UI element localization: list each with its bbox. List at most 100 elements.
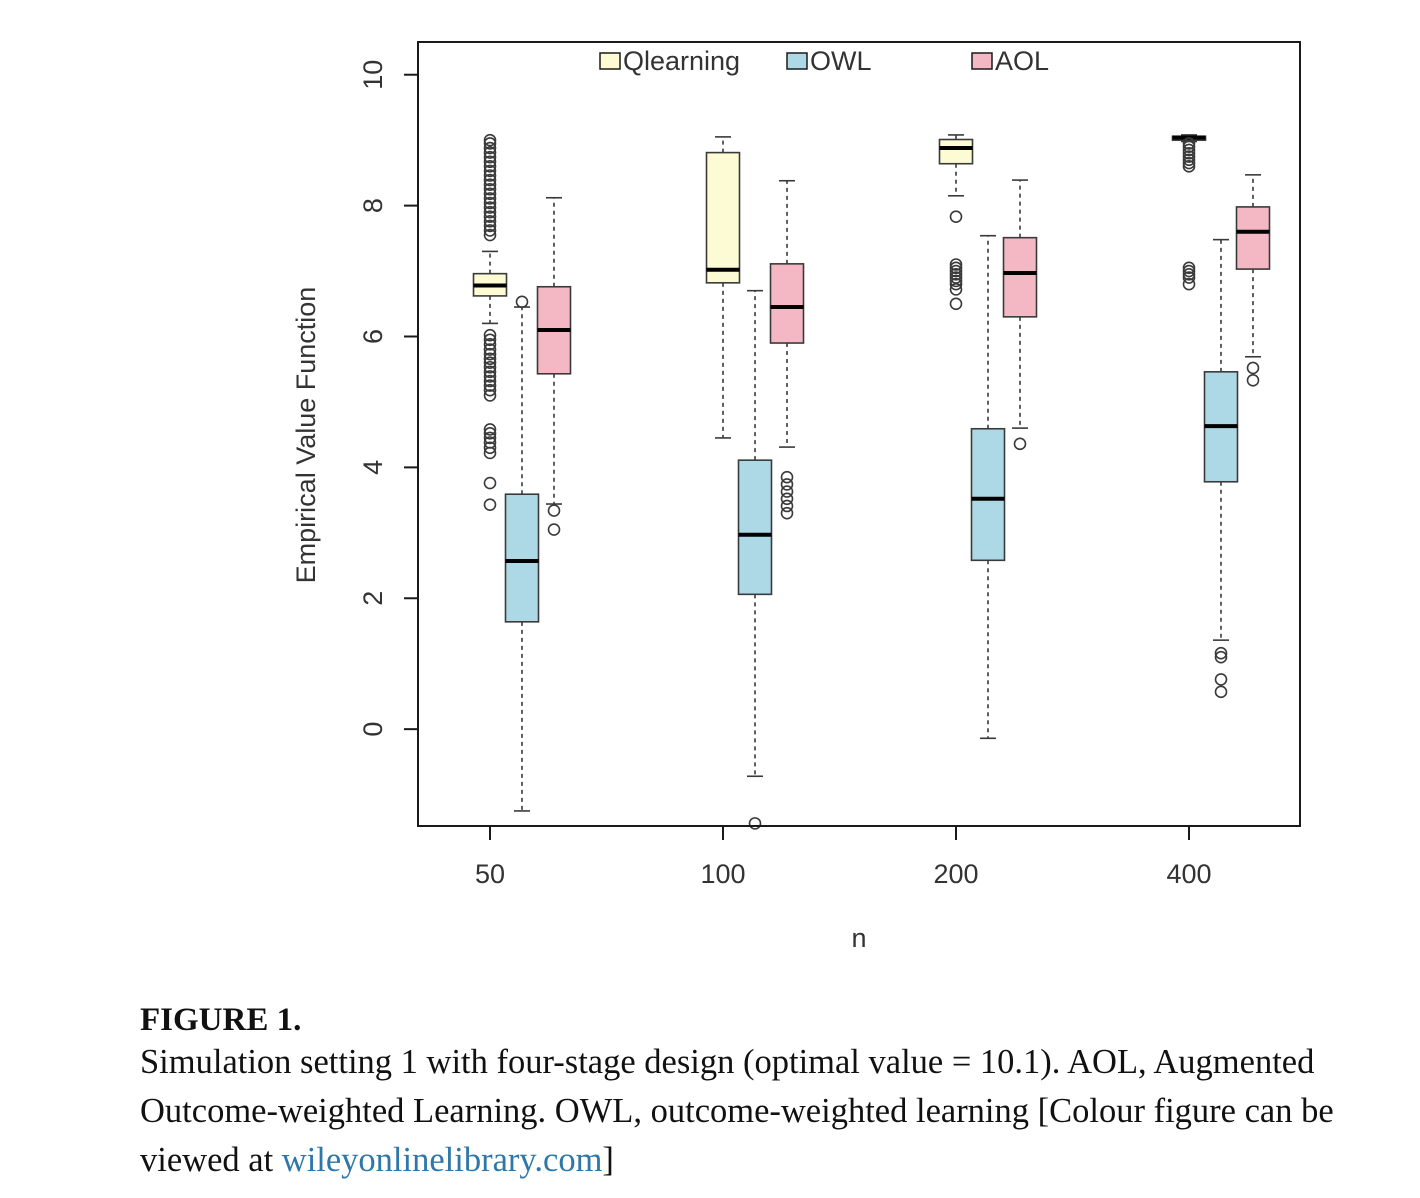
outlier-point bbox=[483, 133, 497, 147]
outlier-point bbox=[483, 192, 497, 205]
outlier-point bbox=[1182, 146, 1196, 160]
outlier-point bbox=[1182, 156, 1196, 170]
caption-line-suffix: ] bbox=[602, 1141, 614, 1179]
outlier-point bbox=[1182, 271, 1196, 284]
outlier-point bbox=[483, 347, 497, 361]
outlier-point bbox=[515, 295, 529, 309]
outlier-point bbox=[949, 283, 963, 296]
y-tick-label: 2 bbox=[358, 591, 388, 606]
outlier-point bbox=[483, 389, 497, 402]
outlier-point bbox=[780, 499, 794, 513]
outlier-point bbox=[483, 173, 497, 187]
boxplot-qlearning-n-50 bbox=[472, 133, 508, 511]
boxplot-chart: 0 2 4 6 8 10 Empirical Value Function 50 100 200 4… bbox=[291, 41, 1301, 953]
box bbox=[970, 427, 1006, 562]
outlier-point bbox=[949, 258, 963, 271]
outlier-point bbox=[748, 817, 762, 830]
outlier-point bbox=[483, 187, 497, 201]
outlier-point bbox=[1182, 277, 1196, 291]
box bbox=[705, 151, 741, 284]
legend-swatch-owl bbox=[786, 52, 808, 70]
outlier-point bbox=[1182, 143, 1196, 157]
outlier-point bbox=[483, 383, 497, 397]
outlier-point bbox=[780, 506, 794, 520]
outlier-point bbox=[483, 333, 497, 347]
legend-swatch-aol bbox=[971, 52, 993, 70]
outlier-point bbox=[949, 277, 963, 291]
outlier-point bbox=[483, 137, 497, 150]
y-tick-label: 4 bbox=[358, 460, 388, 475]
boxplot-aol-n-400 bbox=[1235, 174, 1271, 387]
outlier-point bbox=[483, 356, 497, 369]
caption-text: Simulation setting 1 with four-stage des… bbox=[140, 1038, 1334, 1185]
outlier-point bbox=[483, 360, 497, 374]
outlier-point bbox=[949, 274, 963, 288]
caption-line-1: Simulation setting 1 with four-stage des… bbox=[140, 1043, 1315, 1081]
outlier-point bbox=[949, 297, 963, 311]
outlier-point bbox=[780, 470, 794, 484]
y-tick-label: 8 bbox=[358, 198, 388, 213]
outlier-point bbox=[483, 343, 497, 356]
legend: Qlearning OWL AOL bbox=[599, 46, 1049, 76]
outlier-point bbox=[483, 352, 497, 366]
figure-label: FIGURE 1. bbox=[140, 1002, 302, 1038]
plot-frame bbox=[417, 41, 1301, 827]
outlier-point bbox=[483, 219, 497, 233]
outlier-point bbox=[1214, 650, 1228, 664]
y-axis: 0 2 4 6 8 10 bbox=[358, 60, 418, 737]
caption-line-prefix: viewed at bbox=[140, 1141, 282, 1179]
outlier-point bbox=[483, 338, 497, 351]
outlier-point bbox=[949, 264, 963, 278]
legend-swatch-qlearning bbox=[599, 52, 621, 70]
outlier-point bbox=[949, 261, 963, 275]
outlier-point bbox=[547, 504, 561, 517]
boxplot-owl-n-50 bbox=[504, 295, 540, 812]
caption-line-3: viewed at wileyonlinelibrary.com] bbox=[140, 1136, 1334, 1185]
outlier-point bbox=[483, 431, 497, 445]
outlier-point bbox=[483, 365, 497, 379]
boxplot-owl-n-200 bbox=[970, 234, 1006, 740]
x-tick-label: 200 bbox=[933, 859, 978, 889]
caption-line-2: Outcome-weighted Learning. OWL, outcome-… bbox=[140, 1092, 1334, 1130]
x-axis-label: n bbox=[851, 923, 866, 953]
outlier-point bbox=[1182, 153, 1196, 167]
outlier-point bbox=[483, 155, 497, 169]
outlier-point bbox=[483, 446, 497, 460]
box bbox=[1235, 206, 1271, 270]
outlier-point bbox=[1182, 137, 1196, 150]
outlier-point bbox=[483, 141, 497, 155]
outlier-point bbox=[1182, 268, 1196, 281]
outlier-point bbox=[483, 201, 497, 214]
legend-label: OWL bbox=[810, 46, 872, 76]
box bbox=[938, 138, 974, 165]
outlier-point bbox=[1182, 264, 1196, 278]
outlier-point bbox=[1182, 150, 1196, 163]
outlier-point bbox=[483, 160, 497, 173]
wileyonlinelibrary-link[interactable]: wileyonlinelibrary.com bbox=[281, 1141, 603, 1179]
y-tick-label: 10 bbox=[358, 60, 388, 90]
box bbox=[1002, 236, 1038, 318]
outlier-point bbox=[780, 485, 794, 498]
y-axis-label: Empirical Value Function bbox=[291, 287, 321, 584]
outlier-point bbox=[483, 182, 497, 196]
outlier-point bbox=[780, 478, 794, 491]
boxplot-qlearning-n-400 bbox=[1171, 134, 1207, 291]
outlier-point bbox=[1214, 646, 1228, 660]
outlier-point bbox=[483, 379, 497, 392]
outlier-point bbox=[483, 328, 497, 342]
outlier-point bbox=[483, 374, 497, 388]
y-tick-label: 6 bbox=[358, 329, 388, 344]
outlier-point bbox=[483, 423, 497, 436]
outlier-point bbox=[483, 427, 497, 440]
outlier-point bbox=[483, 476, 497, 490]
outlier-point bbox=[1013, 437, 1027, 451]
x-tick-label: 100 bbox=[700, 859, 745, 889]
boxplot-aol-n-50 bbox=[536, 196, 572, 536]
outlier-point bbox=[547, 523, 561, 536]
boxplot-aol-n-100 bbox=[769, 179, 805, 520]
boxplot-qlearning-n-100 bbox=[705, 136, 741, 439]
outlier-point bbox=[483, 169, 497, 182]
outlier-point bbox=[483, 150, 497, 164]
outlier-point bbox=[483, 178, 497, 191]
box bbox=[504, 493, 540, 623]
